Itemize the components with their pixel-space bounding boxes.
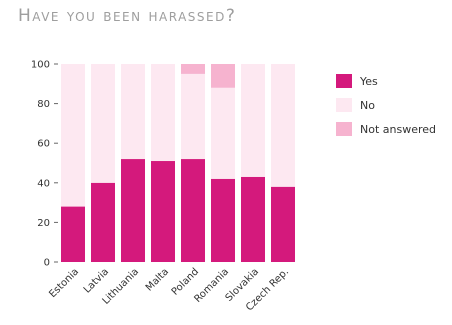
bar-yes-latvia [91,182,115,262]
bars-layer [61,64,295,262]
bar-yes-malta [151,161,175,262]
legend-swatch [336,74,352,88]
bar-no-latvia [91,64,115,183]
y-tick-label: 20 [37,218,50,229]
legend-swatch [336,122,352,136]
y-tick-label: 0 [44,258,50,269]
bar-no-romania [211,87,235,179]
legend-label: No [360,99,375,112]
bar-no-poland [181,73,205,160]
y-tick-label: 80 [37,99,50,110]
bar-yes-lithuania [121,159,145,262]
bar-not-answered-romania [211,64,235,88]
bar-yes-estonia [61,206,85,262]
bar-not-answered-poland [181,64,205,74]
bar-yes-slovakia [241,176,265,262]
x-tick-label: Latvia [82,266,111,295]
bar-no-czech-rep- [271,64,295,187]
bar-no-lithuania [121,64,145,160]
bar-no-malta [151,64,175,162]
bar-no-slovakia [241,64,265,177]
chart-title: Have you been harassed? [18,6,237,26]
legend-label: Yes [359,75,378,88]
x-tick-label: Malta [144,266,171,293]
y-tick-label: 100 [31,60,50,71]
y-tick-label: 40 [37,178,50,189]
bar-yes-czech-rep- [271,186,295,262]
y-axis: 0 20 40 60 80 100 [31,60,58,269]
bar-yes-romania [211,178,235,262]
legend-swatch [336,98,352,112]
y-tick-label: 60 [37,139,50,150]
legend: Yes No Not answered [336,74,436,136]
x-tick-label: Estonia [47,266,81,300]
bar-no-estonia [61,64,85,207]
legend-label: Not answered [360,123,436,136]
bar-yes-poland [181,159,205,262]
